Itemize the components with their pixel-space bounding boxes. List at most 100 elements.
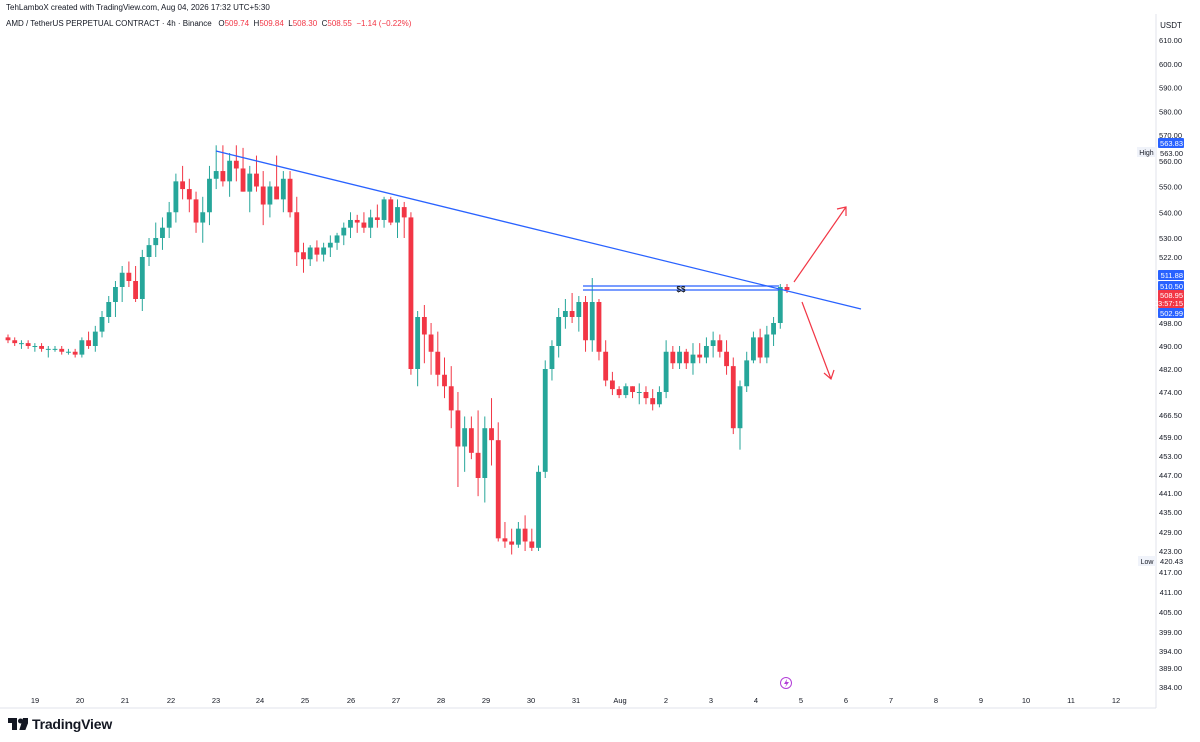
time-tick-label: 7 — [889, 696, 893, 705]
price-tick-label: 474.00 — [1159, 388, 1182, 397]
candle-body — [784, 287, 790, 290]
candle-body — [200, 212, 206, 223]
candle-body — [764, 334, 770, 358]
candle-body — [227, 160, 233, 182]
candle — [207, 165, 212, 226]
candle-body — [19, 343, 24, 345]
candle-body — [341, 227, 347, 236]
price-tick-label: 580.00 — [1159, 107, 1182, 116]
candle — [502, 522, 508, 548]
candle-body — [388, 199, 394, 223]
close-value: 508.55 — [327, 19, 352, 28]
price-tick-label: 399.00 — [1159, 628, 1182, 637]
price-badge-bg — [1158, 298, 1184, 308]
time-tick-label: 12 — [1112, 696, 1120, 705]
candle-body — [556, 317, 562, 346]
candle — [717, 334, 723, 358]
candle-body — [549, 346, 555, 369]
candle-body — [421, 317, 427, 335]
candle — [52, 346, 58, 352]
price-badge: 510.50 — [1158, 281, 1184, 291]
price-tick-label: 610.00 — [1159, 36, 1182, 45]
candle-body — [690, 354, 696, 364]
candle — [522, 515, 528, 551]
candle-body — [139, 257, 145, 299]
candle-body — [146, 245, 152, 257]
candle-body — [280, 178, 286, 200]
candle-body — [724, 351, 729, 367]
candle — [106, 296, 112, 323]
candle-body — [522, 528, 528, 542]
candle — [395, 199, 400, 238]
candle-body — [207, 178, 212, 213]
candle-body — [186, 189, 192, 200]
open-value: 509.74 — [224, 19, 250, 28]
candle — [737, 380, 743, 450]
candle-body — [126, 272, 132, 281]
candle — [777, 284, 783, 329]
candle — [361, 212, 367, 233]
bullish-arrow-head — [836, 206, 847, 216]
candle — [751, 331, 756, 364]
time-tick-label: 21 — [121, 696, 129, 705]
candle-body — [468, 428, 474, 453]
candle-body — [314, 247, 320, 255]
candle — [86, 331, 92, 349]
candle — [482, 416, 488, 503]
candle — [771, 317, 776, 346]
candle — [220, 145, 226, 187]
price-tick-label: 441.00 — [1159, 489, 1182, 498]
candle — [233, 145, 239, 182]
candle-body — [703, 346, 709, 358]
price-badge-text: 563.83 — [1160, 139, 1183, 148]
price-axis-ticks: 610.00 600.00 590.00 580.00 570.00 560.00 550.… — [1159, 36, 1182, 692]
candle — [307, 245, 313, 266]
candle — [139, 249, 145, 311]
candle — [764, 325, 770, 364]
candle-body — [562, 311, 568, 317]
time-tick-label: 3 — [709, 696, 713, 705]
candle — [153, 222, 159, 257]
candle — [19, 340, 24, 349]
candle-body — [348, 219, 353, 228]
candle-body — [589, 302, 595, 341]
candle — [200, 196, 206, 243]
low-marker: Low — [1138, 556, 1156, 566]
symbol-name[interactable]: AMD / TetherUS PERPETUAL CONTRACT · 4h ·… — [6, 19, 212, 28]
candle — [294, 196, 300, 266]
candle-body — [428, 334, 434, 352]
price-tick-label: 459.00 — [1159, 433, 1182, 442]
candle — [113, 281, 118, 317]
lightning-icon[interactable] — [780, 677, 792, 689]
drawing-overlays[interactable]: $$ — [215, 150, 862, 381]
candle — [280, 171, 286, 213]
candle — [227, 153, 233, 197]
candle — [462, 416, 468, 472]
candle-body — [415, 317, 421, 369]
candle-body — [401, 207, 407, 218]
time-tick-label: 4 — [754, 696, 758, 705]
candle — [529, 528, 535, 551]
candle-body — [509, 541, 515, 545]
time-tick-label: 8 — [934, 696, 938, 705]
candle — [59, 346, 65, 355]
candle — [368, 209, 374, 238]
candle-body — [482, 428, 488, 478]
price-badge-text: 502.99 — [1160, 309, 1183, 318]
price-tick-label: 384.00 — [1159, 683, 1182, 692]
candle-body — [475, 452, 481, 478]
candle — [193, 191, 199, 233]
candle — [32, 343, 38, 352]
open-label: O — [218, 19, 225, 28]
tradingview-logo[interactable]: TradingView — [8, 716, 112, 732]
candle-body — [180, 181, 186, 190]
price-tick-label: 482.00 — [1159, 365, 1182, 374]
candle-body — [462, 428, 468, 447]
candle — [388, 196, 394, 226]
candle-body — [683, 351, 689, 364]
price-badge: 563.00 — [1158, 148, 1184, 158]
candle — [166, 201, 172, 238]
candle — [45, 346, 51, 358]
